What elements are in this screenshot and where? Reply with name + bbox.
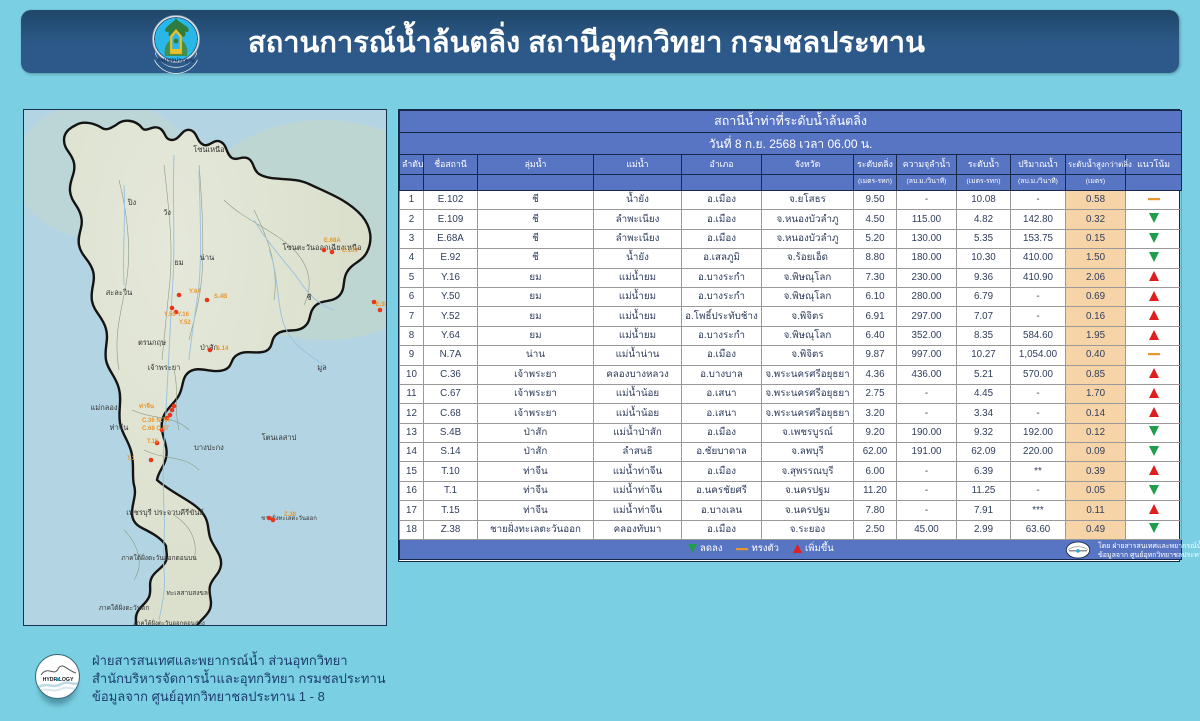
svg-text:ยม: ยม	[174, 258, 183, 267]
svg-text:S.14: S.14	[216, 346, 229, 352]
svg-text:ตรนกฤษ: ตรนกฤษ	[138, 338, 166, 347]
svg-text:ประจวบคีรีขันธ์: ประจวบคีรีขันธ์	[154, 508, 204, 517]
svg-text:ท่าจีน: ท่าจีน	[110, 423, 129, 432]
svg-text:สะละวิน: สะละวิน	[106, 288, 133, 297]
svg-text:เจ้าพระยา: เจ้าพระยา	[148, 363, 181, 372]
svg-text:E.109: E.109	[342, 248, 358, 254]
svg-text:บางปะกง: บางปะกง	[194, 443, 224, 452]
svg-text:C.68 C.67: C.68 C.67	[142, 426, 170, 432]
svg-text:ปิง: ปิง	[127, 198, 137, 207]
svg-text:T.15: T.15	[147, 439, 159, 445]
svg-text:แม่กลอง: แม่กลอง	[90, 403, 117, 412]
svg-text:ชี: ชี	[306, 293, 311, 302]
svg-text:S.4B: S.4B	[214, 294, 228, 300]
svg-text:ภาคใต้ฝั่งตะวันออกตอนล่าง: ภาคใต้ฝั่งตะวันออกตอนล่าง	[133, 619, 205, 626]
svg-text:มูล: มูล	[317, 363, 327, 372]
svg-text:น่าน: น่าน	[200, 253, 214, 262]
svg-text:Y.64: Y.64	[189, 289, 201, 295]
svg-text:C.36 N.7A: C.36 N.7A	[142, 418, 171, 424]
svg-text:โซนเหนือ: โซนเหนือ	[193, 145, 224, 154]
svg-text:ภาคใต้ฝั่งตะวันออกตอนบน: ภาคใต้ฝั่งตะวันออกตอนบน	[121, 553, 197, 562]
svg-text:กรมชลประทาน: กรมชลประทาน	[157, 56, 195, 64]
svg-text:ทะเลสาบสงขลา: ทะเลสาบสงขลา	[167, 590, 212, 597]
svg-text:E.92: E.92	[376, 302, 387, 308]
svg-text:Z.38: Z.38	[284, 512, 297, 518]
svg-text:ท่าจีน: ท่าจีน	[139, 402, 155, 410]
svg-text:วัง: วัง	[163, 208, 171, 217]
svg-text:Y.52: Y.52	[179, 320, 191, 326]
svg-text:T.1: T.1	[127, 456, 136, 462]
svg-text:โตนเลสาป: โตนเลสาป	[262, 433, 297, 442]
svg-text:เพชรบุรี: เพชรบุรี	[126, 508, 151, 517]
svg-text:Y.50 Y.16: Y.50 Y.16	[164, 312, 190, 318]
svg-text:E.68A: E.68A	[324, 238, 341, 244]
svg-text:ภาคใต้ฝั่งตะวันตก: ภาคใต้ฝั่งตะวันตก	[99, 603, 150, 612]
